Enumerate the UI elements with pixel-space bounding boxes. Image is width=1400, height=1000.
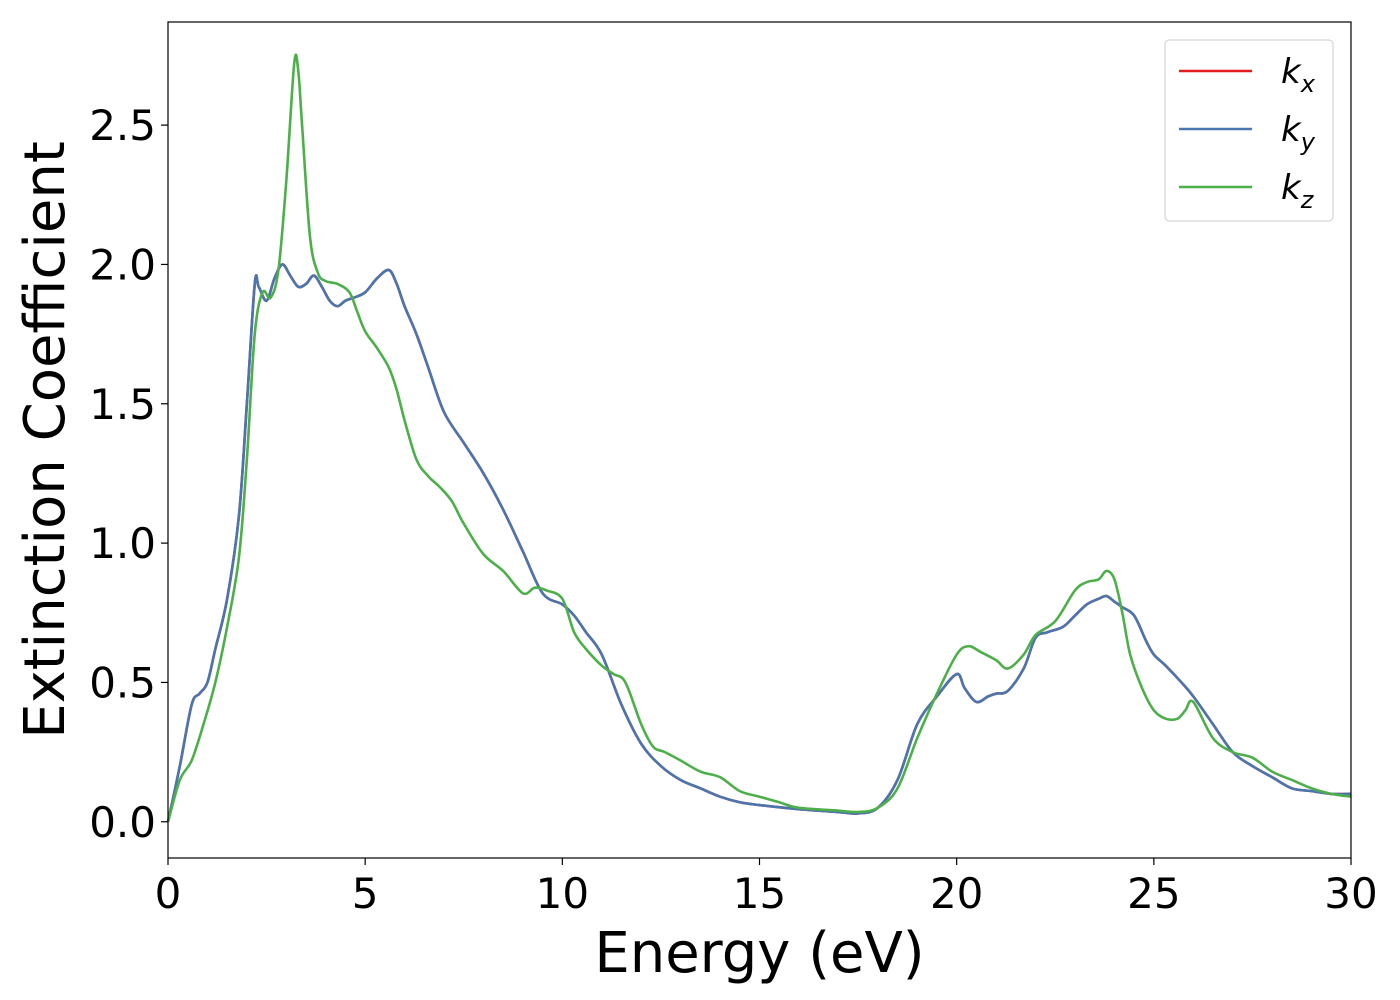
y-axis-ticks: 0.0 0.5 1.0 1.5 2.0 2.5 xyxy=(89,101,168,847)
legend-entries: kx ky kz xyxy=(1179,52,1316,214)
y-tick-label: 0.5 xyxy=(89,658,156,707)
series-line-kz xyxy=(166,53,1352,823)
series-line-ky xyxy=(166,263,1352,823)
x-tick-label: 25 xyxy=(1127,869,1180,918)
x-tick-label: 5 xyxy=(352,869,379,918)
x-tick-label: 15 xyxy=(733,869,786,918)
y-tick-label: 0.0 xyxy=(89,798,156,847)
legend: kx ky kz xyxy=(1164,39,1334,222)
series-line-kx xyxy=(166,263,1352,823)
x-tick-label: 20 xyxy=(930,869,983,918)
y-tick-label: 1.5 xyxy=(89,380,156,429)
y-axis-title: Extinction Coefficient xyxy=(13,141,78,739)
legend-label-kx: kx xyxy=(1281,52,1316,98)
legend-label-ky: ky xyxy=(1281,110,1316,156)
x-tick-label: 10 xyxy=(536,869,589,918)
y-tick-label: 2.5 xyxy=(89,101,156,150)
legend-box xyxy=(1164,39,1334,222)
y-tick-label: 2.0 xyxy=(89,240,156,289)
legend-label-kz: kz xyxy=(1281,168,1315,214)
x-tick-label: 0 xyxy=(155,869,182,918)
x-axis-title: Energy (eV) xyxy=(594,921,924,986)
x-axis-ticks: 0 5 10 15 20 25 30 xyxy=(155,858,1378,918)
y-tick-label: 1.0 xyxy=(89,519,156,568)
series-layer xyxy=(166,53,1352,823)
x-tick-label: 30 xyxy=(1324,869,1377,918)
